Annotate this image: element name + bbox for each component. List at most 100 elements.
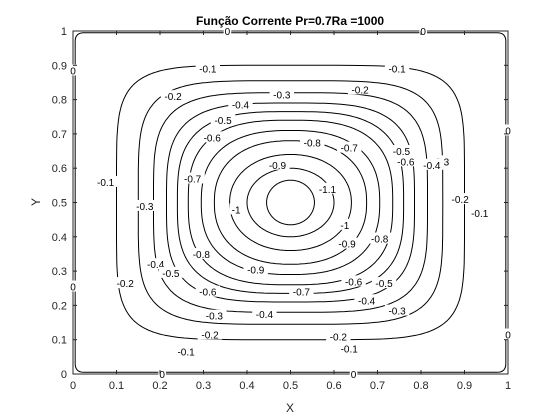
contour-label: -0.1	[199, 65, 217, 76]
contour-label: -0.9	[338, 240, 356, 251]
x-tick-label: 0.5	[283, 380, 298, 392]
contour-label: -0.1	[341, 344, 359, 355]
contour-label-bg	[504, 124, 512, 136]
contour-label: -0.2	[330, 332, 348, 343]
contour-line	[166, 102, 415, 303]
contour-line	[266, 179, 315, 226]
x-axis-label: X	[286, 401, 294, 415]
contour-label-bg	[158, 368, 166, 379]
contour-label-bg	[69, 64, 77, 76]
x-axis: 0 0.1 0.2 0.3 0.4 0.5 0.6 0.7 0.8 0.9 1	[70, 31, 511, 392]
contour-label: 0	[225, 27, 231, 38]
contour-label-bg	[326, 330, 351, 342]
contour-label-bg	[113, 277, 138, 289]
contour-label: -0.7	[293, 288, 311, 299]
y-tick-label: 0.6	[52, 163, 67, 175]
contour-label: 0	[159, 370, 165, 381]
contour-label: -0.8	[193, 250, 211, 261]
contour-label: 0	[505, 331, 511, 342]
contour-label-bg	[389, 145, 414, 157]
contour-label: -0.3	[136, 202, 154, 213]
contour-label: -0.5	[214, 116, 232, 127]
y-tick-label: 0.7	[52, 129, 67, 141]
contour-labels: -0.1 -0.1-0.1-0.1-0.1 -0.1-0.2-0.2-0.2-0.2…	[69, 25, 512, 381]
y-tick-label: 0	[61, 369, 67, 381]
x-tick-label: 0.1	[109, 380, 124, 392]
x-tick-label: 0.8	[413, 380, 428, 392]
contour-label: -0.2	[452, 195, 470, 206]
x-tick-label: 0.9	[457, 380, 472, 392]
contour-line	[116, 64, 465, 341]
contour-label: -0.6	[345, 277, 363, 288]
contour-label-bg	[69, 280, 77, 292]
contour-label-bg	[338, 218, 352, 230]
contour-label-bg	[419, 158, 445, 170]
contour-label-bg	[504, 328, 512, 340]
y-tick-label: 0.4	[52, 232, 67, 244]
contour-label-bg	[354, 294, 379, 306]
contour-label: -0.2	[201, 331, 219, 342]
contour-label-bg	[393, 155, 418, 167]
contour-label-bg	[384, 62, 410, 74]
contour-label: -0.5	[162, 269, 180, 280]
contour-label-bg	[447, 193, 473, 205]
contour-label-bg	[300, 136, 325, 148]
contour-label: -0.4	[147, 260, 165, 271]
x-tick-label: 0.2	[152, 380, 167, 392]
contour-label-bg	[419, 25, 427, 36]
y-tick-label: 0.9	[52, 60, 67, 72]
contour-label: -0.5	[375, 279, 393, 290]
y-tick-label: 0.3	[52, 266, 67, 278]
contour-label-bg	[158, 266, 184, 278]
contour-label-bg	[315, 182, 340, 194]
contour-label-bg	[200, 131, 225, 143]
y-tick-label: 0.5	[52, 198, 67, 210]
contour-label: -0.1	[471, 209, 489, 220]
contour-line	[200, 130, 381, 275]
contour-label-bg	[252, 307, 277, 319]
contour-label-bg	[265, 158, 290, 170]
contour-label-bg	[210, 114, 236, 126]
contour-label: 0	[70, 66, 76, 77]
contour-label: -0.3	[206, 312, 224, 323]
contour-line	[229, 154, 352, 251]
contour-label: -0.3	[273, 90, 291, 101]
contour-label: -0.7	[184, 174, 202, 185]
contour-label-bg	[349, 368, 358, 379]
contour-label-bg	[334, 237, 360, 249]
contour-label-bg	[202, 309, 227, 321]
contour-label: -1	[232, 205, 241, 216]
chart-title: Função Corrente Pr=0.7Ra =1000	[196, 14, 384, 28]
contour-label: -0.7	[341, 144, 359, 155]
contour-label-bg	[341, 275, 366, 287]
contour-label-bg	[132, 199, 157, 211]
contour-line	[213, 140, 368, 265]
y-tick-label: 1	[61, 26, 67, 38]
contour-label-bg	[467, 206, 492, 218]
contour-label: -0.2	[117, 279, 135, 290]
contour-label: 0	[505, 126, 511, 137]
contour-label: -0.6	[397, 157, 415, 168]
contour-label-bg	[197, 328, 223, 340]
contour-label-bg	[189, 247, 214, 259]
contour-label: -0.2	[164, 92, 182, 103]
contour-line-zero	[74, 32, 507, 373]
x-tick-label: 0.4	[239, 380, 254, 392]
y-tick-label: 0.1	[52, 335, 67, 347]
contour-label: -0.6	[204, 133, 222, 144]
contour-label: -0.2	[351, 85, 369, 96]
x-tick-label: 0.3	[196, 380, 211, 392]
contour-label-bg	[143, 258, 168, 270]
contour-label: -0.4	[256, 310, 274, 321]
contour-label: 0	[351, 370, 357, 381]
contour-label-bg	[371, 277, 397, 289]
y-axis-label: Y	[29, 198, 43, 206]
contour-label: -0.4	[423, 161, 441, 172]
contour-label: -0.5	[393, 147, 411, 158]
contour-label-bg	[337, 141, 362, 153]
contour-label: 0	[420, 27, 426, 38]
contour-label: -0.1	[97, 178, 115, 189]
y-tick-label: 0.2	[52, 300, 67, 312]
contour-label-bg	[195, 285, 221, 297]
